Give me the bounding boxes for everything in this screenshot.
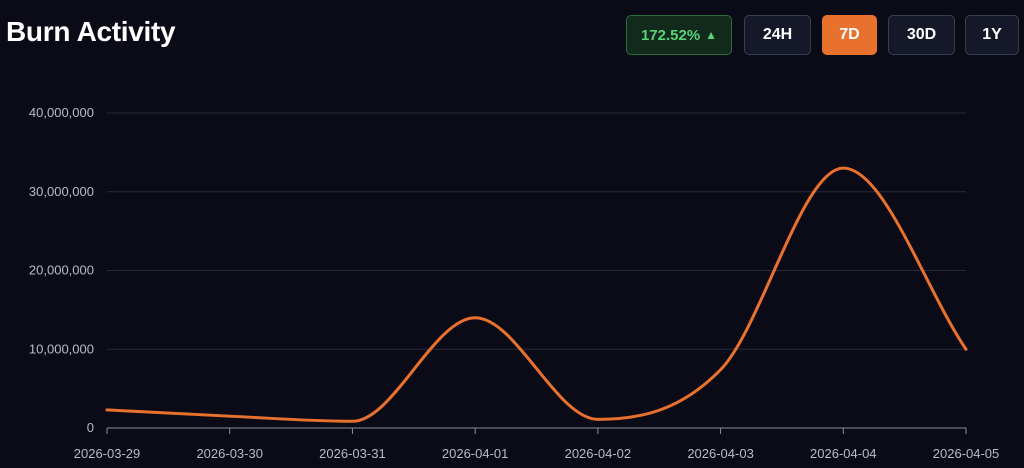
range-button-30d[interactable]: 30D [888,15,955,55]
up-arrow-icon: ▲ [705,28,718,42]
x-tick-label: 2026-03-31 [319,446,386,461]
y-tick-label: 30,000,000 [29,184,94,199]
series-line [105,166,968,423]
x-tick-label: 2026-04-01 [442,446,509,461]
change-value: 172.52% [640,26,701,44]
y-tick-label: 40,000,000 [29,105,94,120]
grid-layer [107,112,966,350]
range-button-24h[interactable]: 24H [744,15,811,55]
y-tick-label: 0 [87,420,94,435]
x-tick-label: 2026-04-02 [565,446,632,461]
axis-layer: 0 10,000,000 20,000,000 30,000,000 40,000,00… [29,105,999,461]
y-tick-label: 20,000,000 [29,263,94,278]
x-tick-label: 2026-04-03 [687,446,754,461]
range-button-7d[interactable]: 7D [822,15,877,55]
x-tick-label: 2026-04-04 [810,446,877,461]
page-title: Burn Activity [6,16,176,47]
x-tick-label: 2026-04-05 [933,446,1000,461]
y-tick-label: 10,000,000 [29,341,94,356]
range-button-1y[interactable]: 1Y [965,15,1019,55]
x-tick-label: 2026-03-29 [74,446,141,461]
change-badge: 172.52% ▲ [626,15,732,55]
x-tick-label: 2026-03-30 [196,446,263,461]
series-layer [105,166,968,423]
